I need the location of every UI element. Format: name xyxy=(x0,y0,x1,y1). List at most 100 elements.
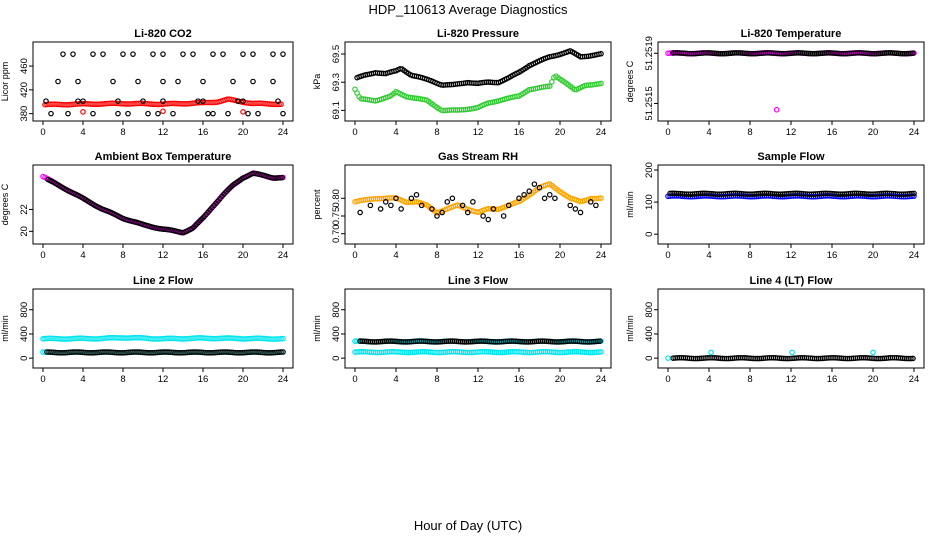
li-820-temperature-x-tick-label: 12 xyxy=(786,127,797,138)
li-820-pressure-x-tick-label: 24 xyxy=(596,127,607,138)
gas-stream-rh-point xyxy=(536,184,543,191)
li-820-co2-point xyxy=(240,109,246,115)
li-820-co2-point xyxy=(115,110,121,117)
sample-flow-point xyxy=(911,190,917,197)
li-820-pressure-x-tick-label: 0 xyxy=(352,127,357,138)
line-2-flow-x-tick-label: 16 xyxy=(198,374,209,385)
gas-stream-rh-point xyxy=(572,206,579,212)
ambient-box-temperature-y-label: degrees C xyxy=(0,183,10,225)
li-820-co2-point xyxy=(210,51,216,57)
li-820-co2-point xyxy=(220,51,226,57)
li-820-co2-point xyxy=(200,98,206,104)
li-820-co2-point xyxy=(55,78,61,85)
li-820-temperature-y-label: degrees C xyxy=(625,60,635,102)
line-4-lt-flow-point xyxy=(870,349,876,356)
line-3-flow-x-tick-label: 8 xyxy=(434,374,439,385)
gas-stream-rh-point xyxy=(567,202,574,209)
line-4-lt-flow-x-tick-label: 4 xyxy=(706,374,711,385)
li-820-co2-point xyxy=(90,110,96,117)
li-820-co2-point xyxy=(170,110,176,117)
li-820-co2-point xyxy=(120,51,126,57)
li-820-temperature-title: Li-820 Temperature xyxy=(741,28,842,40)
li-820-co2-point xyxy=(60,51,66,57)
li-820-co2-x-tick-label: 12 xyxy=(158,127,169,138)
gas-stream-rh-title: Gas Stream RH xyxy=(438,151,518,163)
ambient-box-temperature-y-tick-label: 20 xyxy=(19,226,30,237)
gas-stream-rh-point xyxy=(521,191,527,198)
li-820-co2-point xyxy=(210,110,216,117)
gas-stream-rh-point xyxy=(464,209,471,216)
sample-flow-x-tick-label: 0 xyxy=(665,250,670,261)
li-820-co2-point xyxy=(200,78,206,85)
sample-flow-title: Sample Flow xyxy=(757,151,825,163)
sample-flow-x-tick-label: 12 xyxy=(786,250,797,261)
li-820-co2-point xyxy=(180,51,186,57)
gas-stream-rh-point xyxy=(377,206,384,212)
line-4-lt-flow-point xyxy=(789,349,795,356)
gas-stream-rh-point xyxy=(552,195,558,202)
li-820-co2-point xyxy=(80,109,86,115)
gas-stream-rh-x-tick-label: 8 xyxy=(434,250,439,261)
gas-stream-rh-y-tick-label: 0.75 xyxy=(331,207,342,226)
gas-stream-rh-point xyxy=(439,209,445,216)
li-820-co2-point xyxy=(135,78,141,85)
li-820-co2-x-tick-label: 8 xyxy=(120,127,125,138)
gas-stream-rh-point xyxy=(485,216,492,223)
line-3-flow-y-tick-label: 400 xyxy=(331,326,342,342)
line-2-flow-title: Line 2 Flow xyxy=(133,275,193,287)
li-820-pressure-point xyxy=(548,79,555,85)
li-820-co2-point xyxy=(160,51,166,57)
line-4-lt-flow-point xyxy=(910,355,916,362)
gas-stream-rh-x-tick-label: 12 xyxy=(473,250,484,261)
gas-stream-rh-x-tick-label: 20 xyxy=(555,250,566,261)
gas-stream-rh-point xyxy=(577,209,584,216)
line-4-lt-flow-x-tick-label: 24 xyxy=(909,374,920,385)
line-2-flow-point xyxy=(278,349,284,355)
li-820-co2-point xyxy=(90,51,96,57)
li-820-temperature-x-tick-label: 8 xyxy=(747,127,752,138)
line-3-flow-x-tick-label: 12 xyxy=(473,374,484,385)
gas-stream-rh-point xyxy=(526,188,533,195)
li-820-temperature-x-tick-label: 0 xyxy=(665,127,670,138)
li-820-co2-y-tick-label: 380 xyxy=(19,106,30,122)
sample-flow-x-tick-label: 16 xyxy=(827,250,838,261)
li-820-co2-point xyxy=(110,78,116,85)
li-820-temperature-y-tick-label: 51.2515 xyxy=(644,86,655,120)
gas-stream-rh-point xyxy=(444,199,451,205)
gas-stream-rh-point xyxy=(429,206,435,212)
gas-stream-rh-point xyxy=(480,213,486,219)
gas-stream-rh-point xyxy=(587,199,594,205)
li-820-co2-point xyxy=(140,98,146,104)
li-820-co2-x-tick-label: 4 xyxy=(80,127,85,138)
line-4-lt-flow-y-tick-label: 400 xyxy=(644,326,655,342)
gas-stream-rh-point xyxy=(593,202,599,209)
li-820-co2-y-tick-label: 460 xyxy=(19,58,30,74)
gas-stream-rh-point xyxy=(449,195,456,202)
li-820-co2-point xyxy=(65,110,71,117)
gas-stream-rh-x-tick-label: 4 xyxy=(393,250,398,261)
line-3-flow-x-tick-label: 20 xyxy=(555,374,566,385)
li-820-co2-point xyxy=(190,51,196,57)
gas-stream-rh-x-tick-label: 24 xyxy=(596,250,607,261)
gas-stream-rh-y-tick-label: 0.70 xyxy=(331,224,342,243)
line-3-flow-y-tick-label: 800 xyxy=(331,302,342,318)
line-2-flow-y-tick-label: 0 xyxy=(19,356,30,361)
li-820-pressure-point xyxy=(544,83,551,90)
ambient-box-temperature-point xyxy=(277,175,283,181)
gas-stream-rh-point xyxy=(367,202,374,209)
li-820-co2-point xyxy=(125,110,131,117)
sample-flow-axes-box xyxy=(657,164,925,245)
line-3-flow-title: Line 3 Flow xyxy=(448,275,508,287)
li-820-temperature-y-tick-label: 51.2519 xyxy=(644,36,655,70)
gas-stream-rh-point xyxy=(398,206,404,212)
line-3-flow-y-label: ml/min xyxy=(312,315,322,342)
line-4-lt-flow-point xyxy=(708,349,714,356)
x-axis-label: Hour of Day (UTC) xyxy=(413,518,523,533)
line-2-flow-x-tick-label: 0 xyxy=(40,374,45,385)
li-820-pressure-x-tick-label: 12 xyxy=(473,127,484,138)
gas-stream-rh-point xyxy=(413,191,420,198)
line-2-flow-y-tick-label: 800 xyxy=(19,302,30,318)
li-820-temperature-point xyxy=(908,50,914,57)
li-820-pressure-point xyxy=(598,80,604,87)
ambient-box-temperature-x-tick-label: 12 xyxy=(158,250,169,261)
